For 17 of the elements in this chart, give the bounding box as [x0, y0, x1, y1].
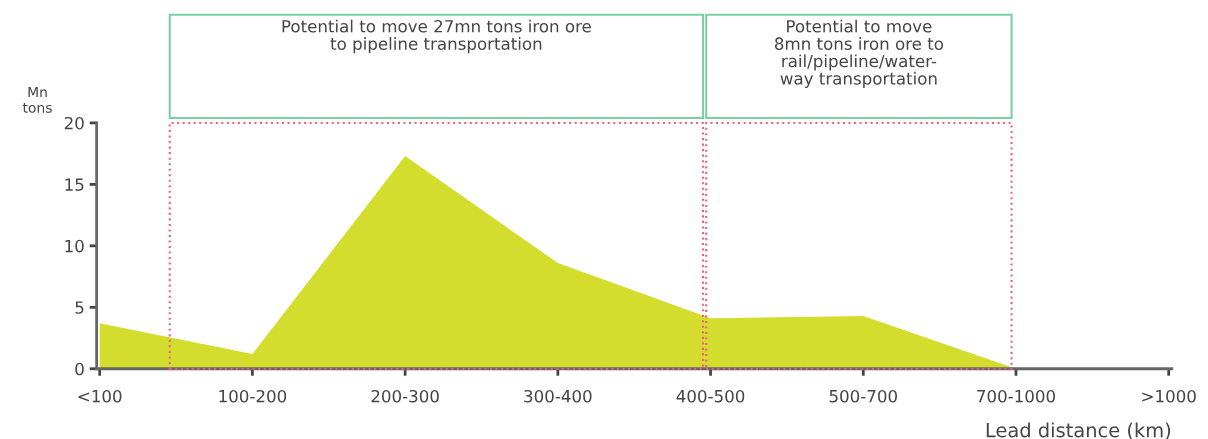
- text: Potential to move 8mn tons iron ore to rail/pipeline/water- way transportation: [774, 19, 944, 88]
- x-tick-label: 500-700: [829, 389, 897, 403]
- y-tick-label: 10: [65, 239, 84, 253]
- x-tick-label: 400-500: [676, 389, 745, 403]
- x-tick-label: 200-300: [371, 389, 439, 403]
- y-tick-label: 15: [65, 178, 84, 191]
- y-axis-title: Mn tons: [22, 86, 52, 113]
- y-tick-label: 5: [75, 301, 84, 314]
- x-tick-label: <100: [78, 389, 122, 403]
- x-tick-label: >1000: [1142, 389, 1196, 403]
- x-tick-label: 700-1000: [977, 389, 1055, 403]
- text: Potential to move 27mn tons iron ore to pipeline transportation: [282, 19, 591, 54]
- y-tick-label: 0: [75, 362, 84, 376]
- x-tick-label: 100-200: [219, 389, 287, 403]
- x-tick-label: 300-400: [524, 389, 592, 403]
- y-tick-label: 20: [64, 116, 84, 130]
- x-axis-title: Lead distance (km): [986, 422, 1171, 439]
